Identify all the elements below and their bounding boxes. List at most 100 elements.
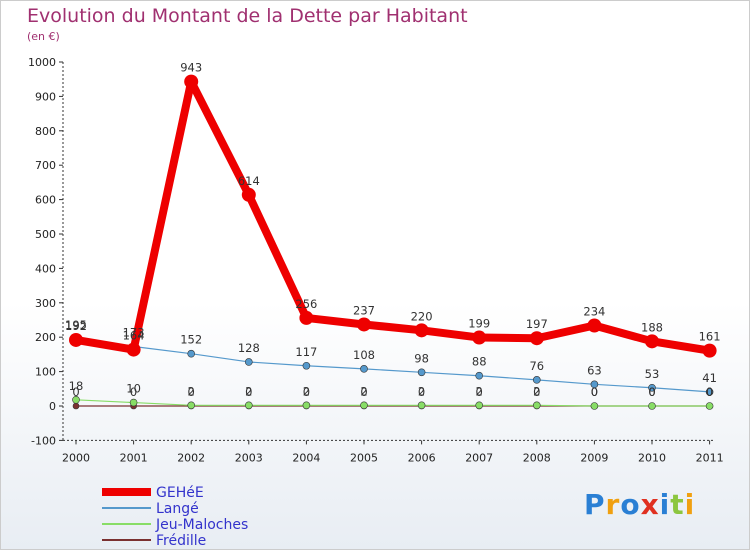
x-tick-label: 2007	[465, 451, 493, 464]
data-label: 0	[476, 385, 483, 399]
data-label: 18	[69, 379, 84, 393]
x-tick-label: 2011	[696, 451, 724, 464]
legend-label: Frédille	[156, 533, 206, 549]
data-point	[187, 349, 195, 358]
data-label: 108	[353, 348, 375, 362]
data-point	[245, 401, 253, 410]
data-label: 2	[303, 384, 310, 398]
data-point	[417, 401, 426, 410]
data-point	[302, 401, 311, 410]
series-line	[75, 399, 710, 407]
x-tick-label: 2010	[638, 451, 666, 464]
data-point	[241, 187, 256, 202]
data-label: 2	[360, 384, 367, 398]
data-point	[532, 376, 541, 384]
data-point	[475, 401, 484, 410]
data-label: 0	[360, 385, 367, 399]
data-label: 614	[238, 174, 260, 188]
logo-letter: i	[684, 488, 696, 521]
x-tick-label: 2006	[408, 451, 436, 464]
data-point	[705, 402, 714, 410]
data-label: 0	[303, 385, 310, 399]
data-point	[590, 402, 599, 410]
data-point	[590, 380, 599, 389]
x-tick-label: 2001	[120, 451, 148, 464]
data-point	[129, 398, 138, 407]
data-point	[472, 330, 487, 345]
data-label: 63	[587, 363, 602, 377]
logo-letter: i	[659, 488, 671, 521]
y-tick-label: 100	[35, 366, 56, 379]
data-point	[69, 332, 83, 347]
data-point	[360, 365, 368, 373]
y-tick-label: 200	[35, 331, 56, 344]
data-point	[187, 401, 195, 410]
data-point	[645, 334, 659, 349]
data-label: 199	[468, 317, 490, 331]
data-label: 0	[591, 385, 598, 399]
y-tick-label: 700	[35, 159, 56, 172]
data-label: 161	[699, 330, 721, 344]
data-label: 188	[641, 320, 663, 334]
chart-title: Evolution du Montant de la Dette par Hab…	[27, 5, 468, 27]
logo-letter: P	[584, 488, 606, 521]
data-point	[299, 310, 314, 325]
x-tick-label: 2004	[292, 451, 320, 464]
y-tick-label: 1000	[28, 56, 56, 69]
data-point	[245, 358, 253, 366]
series-line	[75, 338, 710, 393]
y-tick-label: -100	[31, 434, 56, 447]
data-point	[72, 402, 80, 410]
data-label: 195	[65, 318, 87, 332]
chart-unit: (en €)	[27, 30, 60, 43]
x-tick-label: 2009	[580, 451, 608, 464]
x-tick-label: 2002	[177, 451, 205, 464]
series-line	[75, 77, 711, 355]
data-label: 0	[72, 385, 79, 399]
x-tick-label: 2003	[235, 451, 263, 464]
data-point	[126, 342, 141, 357]
data-label: 2	[418, 384, 425, 398]
data-label: 2	[245, 384, 252, 398]
y-tick-label: 900	[35, 90, 56, 103]
data-label: 2	[533, 384, 540, 398]
data-point	[702, 343, 717, 358]
data-label: 10	[126, 382, 141, 396]
y-tick-label: 300	[35, 297, 56, 310]
data-point	[705, 388, 714, 396]
logo-letter: t	[670, 488, 685, 521]
y-tick-label: 0	[49, 400, 56, 413]
data-point	[357, 317, 371, 332]
data-label: 256	[295, 297, 317, 311]
data-label: 41	[702, 371, 717, 385]
x-tick-label: 2000	[62, 451, 90, 464]
data-label: 0	[245, 385, 252, 399]
data-label: 128	[238, 341, 260, 355]
legend-label: Langé	[156, 501, 199, 517]
x-tick-label: 2005	[350, 451, 378, 464]
legend-label: Jeu-Maloches	[155, 517, 248, 533]
data-label: 0	[188, 385, 195, 399]
data-label: 197	[526, 317, 548, 331]
data-label: 0	[533, 385, 540, 399]
data-point	[414, 323, 429, 338]
y-tick-label: 600	[35, 194, 56, 207]
data-point	[475, 371, 484, 380]
data-point	[529, 331, 544, 346]
data-label: 88	[472, 355, 487, 369]
logo-letter: r	[605, 488, 621, 521]
data-point	[72, 396, 80, 404]
data-point	[532, 401, 541, 410]
data-label: 220	[411, 309, 433, 323]
logo-letter: x	[640, 488, 660, 521]
data-label: 2	[476, 384, 483, 398]
data-label: 98	[414, 351, 429, 365]
data-point	[360, 401, 368, 410]
data-label: 234	[583, 305, 605, 319]
data-label: 0	[706, 385, 713, 399]
legend-label: GEHéE	[156, 485, 204, 501]
data-label: 0	[591, 385, 598, 399]
data-label: 0	[130, 385, 137, 399]
